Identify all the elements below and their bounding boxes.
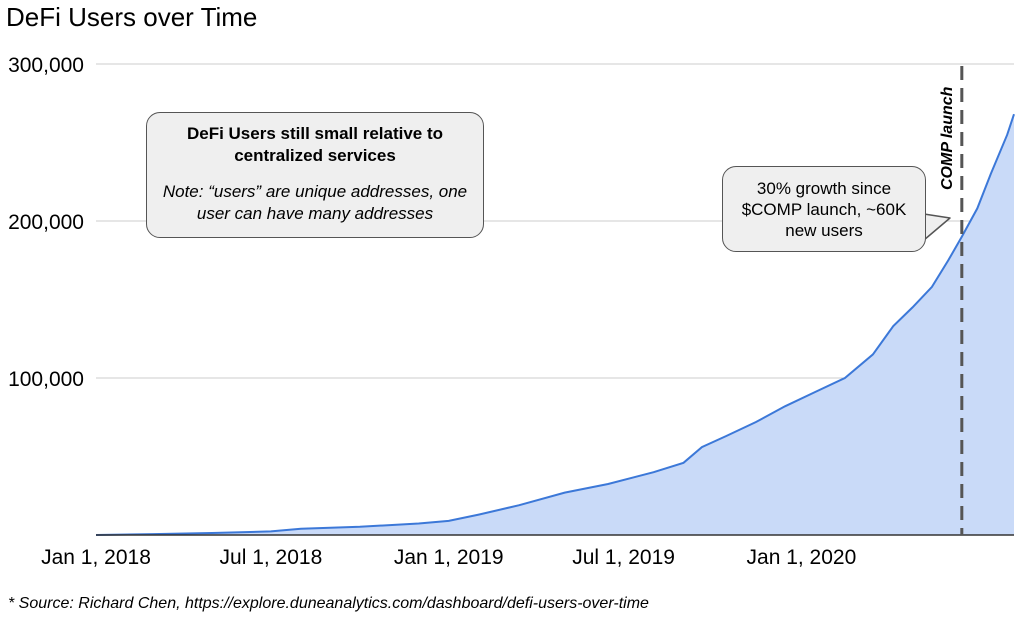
source-note: * Source: Richard Chen, https://explore.… bbox=[8, 595, 649, 612]
callout-growth-since-comp: 30% growth since $COMP launch, ~60K new … bbox=[722, 166, 926, 252]
y-tick-label: 200,000 bbox=[8, 211, 84, 234]
y-tick-label: 300,000 bbox=[8, 54, 84, 77]
callout-heading: DeFi Users still small relative to centr… bbox=[186, 124, 444, 165]
chart-title: DeFi Users over Time bbox=[6, 2, 258, 32]
series-area bbox=[96, 114, 1014, 535]
callout-defi-users-small: DeFi Users still small relative to centr… bbox=[146, 112, 484, 238]
callout-note: Note: “users” are unique addresses, one … bbox=[162, 182, 468, 223]
series-line bbox=[95, 113, 1015, 536]
y-tick-label: 100,000 bbox=[8, 368, 84, 391]
comp-launch-label: COMP launch bbox=[939, 86, 956, 190]
x-tick-label: Jan 1, 2020 bbox=[747, 546, 857, 569]
x-tick-label: Jul 1, 2018 bbox=[220, 546, 323, 569]
callout-pointer bbox=[923, 213, 951, 241]
x-tick-label: Jul 1, 2019 bbox=[572, 546, 675, 569]
x-tick-label: Jan 1, 2019 bbox=[394, 546, 504, 569]
x-tick-label: Jan 1, 2018 bbox=[41, 546, 151, 569]
